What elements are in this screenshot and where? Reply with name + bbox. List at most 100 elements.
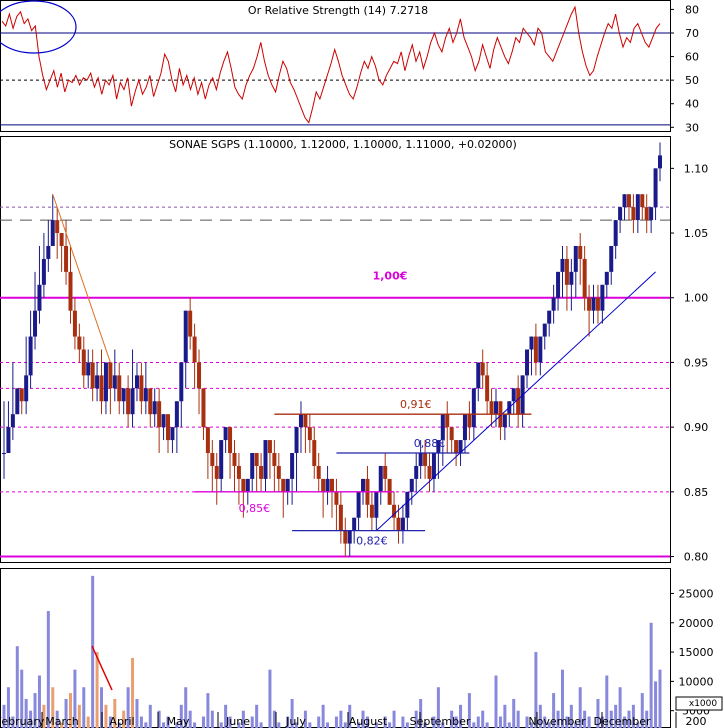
candle-body [108,362,113,389]
candle-body [166,414,170,441]
volume-bar [68,693,72,728]
volume-unit-label: x1000 [689,699,718,709]
candle-body [95,375,100,389]
volume-bar [423,722,427,728]
volume-bar [122,710,126,728]
candle-body [68,271,73,311]
candle-body [192,336,197,363]
volume-bar [556,710,560,728]
candle-body [400,517,405,531]
volume-bar [507,722,511,728]
candle-body [285,478,290,492]
rsi-y-tick-label: 70 [685,27,699,40]
candle-body [587,297,592,311]
candle-body [414,465,419,479]
candle-body [214,465,219,479]
volume-bar [29,710,33,728]
volume-bar [290,698,294,728]
candle-body [560,258,565,272]
volume-bar [552,693,556,728]
volume-bar [100,687,104,728]
candle-body [59,233,64,246]
volume-bar [24,698,28,728]
volume-bar [241,710,245,728]
volume-bar [60,722,64,728]
candle-body [383,465,388,479]
volume-bar [414,710,418,728]
volume-bar [512,698,516,728]
volume-bar [649,622,653,728]
volume-bar [64,698,68,728]
volume-bar [405,722,409,728]
candle-body [134,375,139,389]
candle-body [462,414,467,441]
candle-body [121,388,126,402]
candle-body [55,220,60,234]
x-tick-label: September [410,715,471,728]
candle-body [542,323,547,337]
candle-body [312,440,317,466]
candle-body [595,297,600,311]
candle-body [330,478,334,492]
candle-body [148,388,153,415]
volume-bar [614,704,618,728]
candle-body [254,453,259,466]
volume-bar [627,710,631,728]
candle-body [179,362,184,402]
volume-bar [126,687,130,728]
volume-bar [162,722,166,728]
candle-body [183,310,188,363]
volume-bar [295,722,299,728]
price-y-tick-label: 1.05 [684,227,709,240]
x-tick-label: May [167,715,190,728]
volume-bar [609,710,613,728]
candle-body [338,504,343,531]
candle-body [267,440,272,454]
candle-body [250,453,255,479]
volume-bar [560,669,564,728]
volume-bar [503,704,507,728]
volume-bar [206,693,210,728]
candle-body [480,362,485,376]
candle-body [516,388,521,415]
candle-body [241,478,246,492]
volume-bar [219,722,223,728]
rsi-panel-title: Or Relative Strength (14) 7.2718 [248,4,428,17]
volume-trend-line [91,645,113,691]
candle-body [609,245,614,272]
candle-body [529,336,534,350]
candle-body [15,388,20,415]
volume-bar [450,710,454,728]
candle-body [578,245,583,259]
candle-body [126,388,131,415]
price-y-tick-label: 0.90 [684,421,709,434]
x-tick-label: 200 [686,715,707,728]
candle-body [64,245,69,272]
volume-bar [193,722,197,728]
candle-body [533,336,538,363]
uptrend-line [375,271,656,532]
candle-body [649,207,654,221]
volume-bar [321,704,325,728]
candle-body [361,478,366,492]
candle-body [476,362,481,389]
candle-body [409,478,414,492]
candle-body [19,388,24,402]
candle-body [573,245,578,272]
volume-bar [436,687,440,728]
candle-body [24,375,29,402]
volume-bar [547,722,551,728]
volume-bar [272,710,276,728]
volume-bar [188,710,192,728]
volume-bar [516,710,520,728]
volume-bar [334,716,338,728]
candle-body [653,168,658,208]
volume-bar [277,722,281,728]
volume-bar [419,698,423,728]
candle-body [10,414,15,428]
volume-bar [645,710,649,728]
candle-body [281,478,286,492]
candle-body [431,453,436,479]
volume-bar [259,722,263,728]
highlight-ellipse [0,0,77,54]
